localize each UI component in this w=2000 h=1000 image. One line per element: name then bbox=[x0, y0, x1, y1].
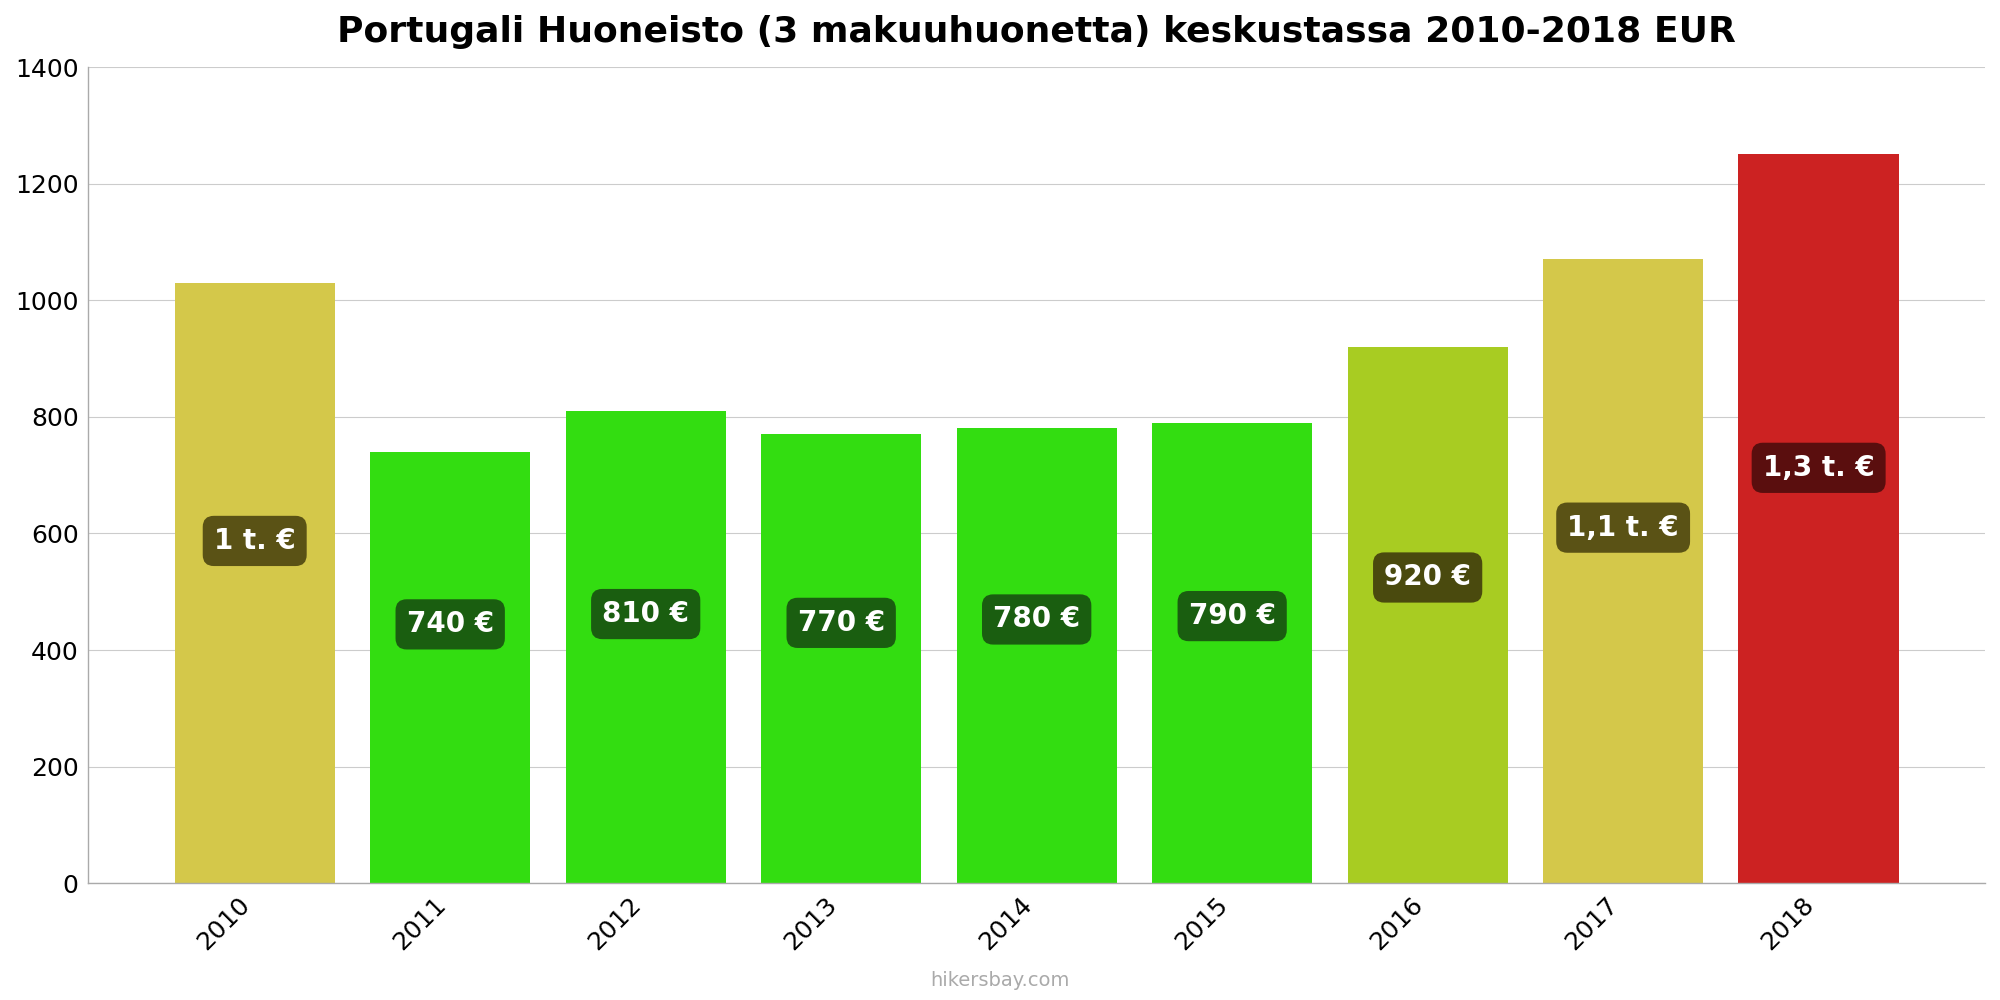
Text: 1 t. €: 1 t. € bbox=[214, 527, 296, 555]
Bar bbox=[370, 452, 530, 883]
Bar bbox=[1738, 154, 1898, 883]
Bar bbox=[956, 428, 1116, 883]
Bar bbox=[566, 411, 726, 883]
Bar bbox=[1152, 423, 1312, 883]
Text: 780 €: 780 € bbox=[994, 605, 1080, 633]
Text: 920 €: 920 € bbox=[1384, 563, 1472, 591]
Text: hikersbay.com: hikersbay.com bbox=[930, 971, 1070, 990]
Bar bbox=[762, 434, 922, 883]
Bar bbox=[1542, 259, 1704, 883]
Text: 740 €: 740 € bbox=[406, 610, 494, 638]
Text: 810 €: 810 € bbox=[602, 600, 690, 628]
Title: Portugali Huoneisto (3 makuuhuonetta) keskustassa 2010-2018 EUR: Portugali Huoneisto (3 makuuhuonetta) ke… bbox=[338, 15, 1736, 49]
Text: 770 €: 770 € bbox=[798, 609, 884, 637]
Bar bbox=[1348, 347, 1508, 883]
Text: 1,1 t. €: 1,1 t. € bbox=[1568, 514, 1678, 542]
Text: 790 €: 790 € bbox=[1188, 602, 1276, 630]
Text: 1,3 t. €: 1,3 t. € bbox=[1762, 454, 1874, 482]
Bar bbox=[174, 283, 334, 883]
